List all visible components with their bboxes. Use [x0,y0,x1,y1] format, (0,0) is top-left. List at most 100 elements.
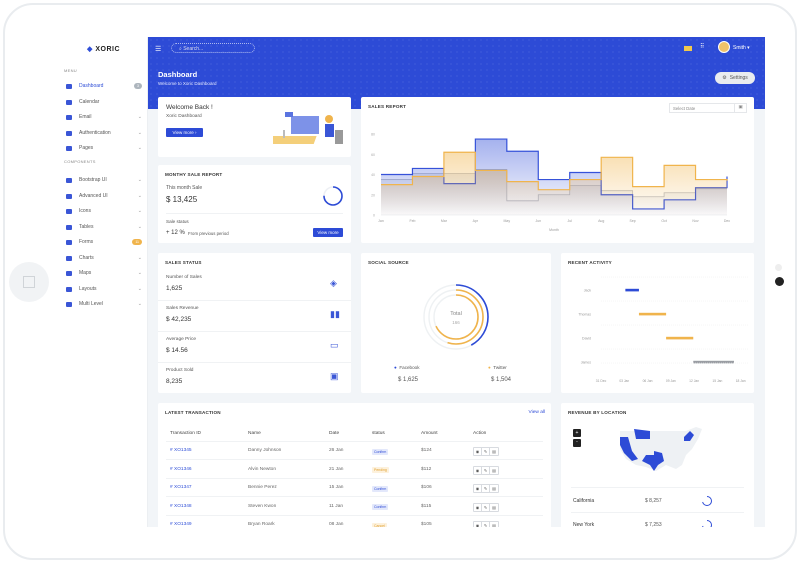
gear-icon: ⚙ [722,75,727,81]
sidebar-item-bootstrap-ui[interactable]: Bootstrap UI ⌄ [66,174,142,186]
logo[interactable]: ◆ XORIC [87,46,121,53]
column-header: Date [329,431,340,436]
user-menu[interactable]: Smith ▾ [733,45,750,51]
edit-icon[interactable]: ✎ [482,466,490,474]
ring-arc [428,289,484,345]
delete-icon[interactable]: ▤ [492,449,496,454]
transaction-id-link[interactable]: # XO1348 [170,503,192,509]
delete-icon[interactable]: ▤ [492,523,496,527]
x-tick-label: Feb [409,219,415,223]
card-title: SALES REPORT [368,104,407,109]
total-value: 166 [452,320,460,325]
view-icon[interactable]: ◉ [474,522,482,527]
sidebar-item-authentication[interactable]: Authentication ⌄ [66,127,142,139]
menu-toggle-icon[interactable]: ☰ [155,46,162,53]
row-actions: ◉ ✎ ▤ [473,465,499,475]
customer-name: Bryan Roark [248,522,275,527]
sidebar-item-label: Charts [79,255,94,261]
chevron-down-icon: ⌄ [137,270,142,276]
edit-icon[interactable]: ✎ [482,485,490,492]
transaction-id-link[interactable]: # XO1347 [170,485,192,490]
calendar-icon[interactable]: ▣ [734,104,746,112]
activity-bar [625,288,639,292]
sidebar-item-dashboard[interactable]: Dashboard 3 [66,80,142,92]
transaction-id-link[interactable]: # XO1349 [170,522,192,527]
card-title: REVENUE BY LOCATION [568,410,627,415]
column-header: Name [248,431,261,436]
chevron-down-icon: ⌄ [137,286,142,292]
card-title: MONTHY SALE REPORT [165,172,223,177]
map-zoom-out-button[interactable]: - [573,439,581,447]
total-label: Total [450,311,462,317]
transaction-id-link[interactable]: # XO1346 [170,466,192,472]
edit-icon[interactable]: ✎ [482,448,490,455]
activity-bar [638,312,667,316]
sidebar-badge: 3 [134,83,142,89]
amount: $124 [421,448,432,453]
delete-icon[interactable]: ▤ [492,486,496,491]
chevron-down-icon: ⌄ [137,301,142,307]
sidebar-item-maps[interactable]: Maps ⌄ [66,267,142,279]
date-picker-input[interactable]: Select Date ▣ [669,103,747,113]
sales-report-chart: 0 20 40 60 80 Jan Feb Mar Apr May Jun Jul Aug Sep Oct N… [371,133,730,233]
view-more-button[interactable]: View more [313,228,343,237]
settings-button[interactable]: ⚙ Settings [715,72,755,84]
view-all-link[interactable]: View all [528,410,545,415]
activity-bar [693,360,734,364]
welcome-subtitle: Xoric Dashboard [166,114,202,119]
x-axis-label: Month [549,228,559,232]
delete-icon[interactable]: ▤ [492,504,496,510]
edit-icon[interactable]: ✎ [482,503,490,511]
sidebar-item-label: Tables [79,224,94,230]
sidebar-item-label: Icons [79,208,91,214]
settings-label: Settings [729,75,748,81]
edit-icon[interactable]: ✎ [482,522,490,527]
row-actions: ◉ ✎ ▤ [473,484,499,493]
x-tick-label: 15 Jan [712,379,722,383]
user-icon [66,130,72,136]
view-icon[interactable]: ◉ [474,503,482,511]
search-input[interactable]: ⌕ Search... [171,43,255,53]
revenue-location-card: REVENUE BY LOCATION + - California $ 8,25… [561,403,754,527]
sidebar-item-pages[interactable]: Pages ⌄ [66,142,142,154]
sidebar-item-charts[interactable]: Charts ⌄ [66,252,142,264]
location-name: California [573,498,595,504]
transaction-id-link[interactable]: # XO1345 [170,448,192,453]
x-tick-label: Oct [661,219,666,223]
sale-status-label: Sale status [166,219,189,224]
facebook-value: $ 1,625 [398,377,419,383]
avatar[interactable] [718,41,730,53]
view-icon[interactable]: ◉ [474,485,482,492]
sidebar-item-calendar[interactable]: Calendar [66,96,142,108]
row-actions: ◉ ✎ ▤ [473,447,499,456]
view-more-button[interactable]: View more › [166,128,203,137]
dashboard-icon [66,83,72,89]
row-actions: ◉ ✎ ▤ [473,502,499,512]
ring-arc [423,284,489,350]
usa-map[interactable] [616,425,706,481]
x-tick-label: Mar [441,219,448,223]
map-zoom-in-button[interactable]: + [573,429,581,437]
view-icon[interactable]: ◉ [474,448,482,455]
apps-grid-icon[interactable]: ⠿ [700,44,705,50]
sidebar-item-advanced-ui[interactable]: Advanced UI ⌄ [66,190,142,202]
ring-arc [433,294,479,340]
view-icon[interactable]: ◉ [474,466,482,474]
delete-icon[interactable]: ▤ [492,467,496,473]
sidebar-item-multi-level[interactable]: Multi Level ⌄ [66,298,142,310]
transaction-date: 26 Jan [329,448,344,453]
sidebar-item-email[interactable]: Email ⌄ [66,111,142,123]
sale-change-note: From previous period [188,231,229,236]
sidebar-item-tables[interactable]: Tables ⌄ [66,221,142,233]
home-button[interactable] [9,262,49,302]
x-tick-label: 12 Jan [689,379,699,383]
map-icon [66,270,72,276]
flag-icon[interactable] [684,46,692,51]
sidebar-item-icons[interactable]: Icons ⌄ [66,205,142,217]
email-icon [66,114,72,120]
calendar-icon [66,99,72,105]
sidebar-item-layouts[interactable]: Layouts ⌄ [66,283,142,295]
layers-icon: ◈ [330,278,337,288]
sidebar-item-forms[interactable]: Forms 11 [66,236,142,248]
stat-label: Number of Sales [166,275,202,280]
